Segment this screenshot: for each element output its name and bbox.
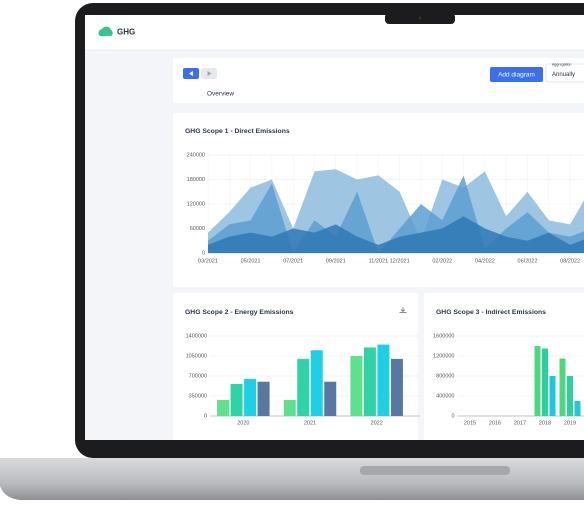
x-tick-label: 2018 (539, 420, 551, 426)
x-tick-label: 05/2021 (241, 258, 261, 264)
chart-title: GHG Scope 2 - Energy Emissions (185, 309, 294, 316)
bar (310, 350, 323, 416)
y-tick-label: 800000 (436, 373, 454, 379)
aggregation-label: Aggregation (552, 62, 571, 66)
chart-title: GHG Scope 1 - Direct Emissions (185, 128, 290, 135)
bar (217, 400, 230, 416)
x-tick-label: 08/2022 (560, 258, 580, 264)
x-tick-label: 02/2022 (432, 258, 452, 264)
y-tick-label: 1200000 (433, 353, 454, 359)
bar (244, 378, 257, 416)
y-tick-label: 1600000 (433, 333, 454, 339)
area (208, 216, 584, 253)
x-tick-label: 09/2021 (326, 258, 346, 264)
bar (559, 358, 566, 416)
add-diagram-label: Add diagram (498, 72, 535, 79)
aggregation-value: Annually (552, 72, 575, 78)
bar (542, 348, 548, 416)
toolbar-card (173, 58, 584, 103)
chart-title: GHG Scope 3 - Indirect Emissions (436, 309, 546, 316)
x-tick-label: 2017 (514, 420, 526, 426)
y-tick-label: 60000 (190, 226, 205, 232)
laptop-base (0, 458, 584, 500)
x-tick-label: 2020 (237, 420, 249, 426)
y-tick-label: 120000 (187, 201, 205, 207)
bar (534, 346, 541, 416)
x-tick-label: 2019 (564, 420, 576, 426)
base-notch (360, 466, 510, 475)
y-tick-label: 180000 (187, 177, 205, 183)
download-icon[interactable] (399, 307, 407, 313)
app-header (85, 15, 584, 50)
y-tick-label: 1050000 (186, 353, 207, 359)
y-tick-label: 400000 (436, 393, 454, 399)
screen: GHG Add diagram Aggregation Annually Ove… (85, 15, 584, 440)
bar (257, 381, 270, 416)
y-tick-label: 240000 (187, 152, 205, 158)
x-tick-label: 2015 (464, 420, 476, 426)
x-tick-label: 03/2021 (198, 258, 218, 264)
x-tick-label: 12/2021 (390, 258, 410, 264)
bar (297, 358, 310, 416)
y-tick-label: 1400000 (186, 333, 207, 339)
y-tick-label: 350000 (189, 393, 207, 399)
y-tick-label: 700000 (189, 373, 207, 379)
x-tick-label: 04/2022 (475, 258, 495, 264)
bar (350, 356, 363, 416)
bar (390, 358, 403, 416)
bar (363, 347, 376, 416)
bar (567, 376, 573, 416)
bar (283, 400, 296, 416)
x-tick-label: 2021 (304, 420, 316, 426)
x-tick-label: 06/2022 (518, 258, 538, 264)
app-name: GHG (117, 28, 135, 37)
overview-tab[interactable]: Overview (207, 91, 234, 98)
x-tick-label: 07/2021 (283, 258, 303, 264)
bar (574, 401, 581, 416)
y-tick-label: 0 (451, 413, 454, 419)
y-tick-label: 0 (202, 250, 205, 256)
x-tick-label: 2016 (489, 420, 501, 426)
bar (324, 381, 337, 416)
bar (549, 376, 556, 416)
aggregation-select[interactable] (545, 63, 584, 83)
y-tick-label: 0 (204, 413, 207, 419)
bar (230, 384, 243, 416)
x-tick-label: 2022 (371, 420, 383, 426)
x-tick-label: 11/2021 (369, 258, 388, 264)
logo (98, 26, 113, 36)
bar (377, 344, 390, 416)
add-diagram-button[interactable] (490, 67, 543, 82)
